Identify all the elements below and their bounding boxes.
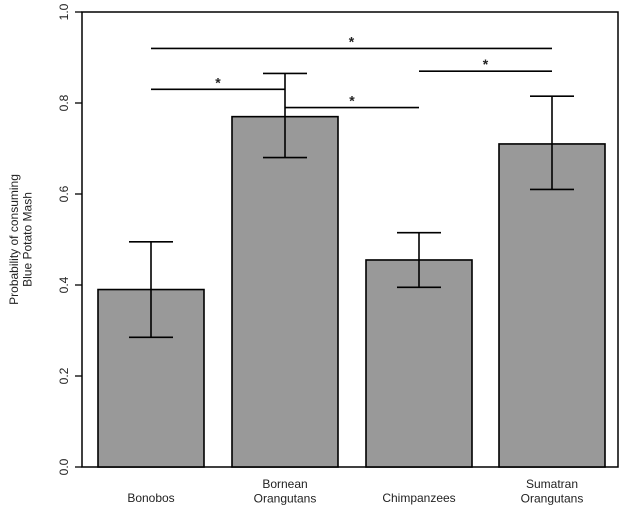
plot-frame [81, 11, 619, 468]
y-axis-title-line: Probability of consuming [7, 174, 21, 305]
significance-brackets: * * * * [151, 33, 552, 109]
y-tick-label: 0.4 [57, 276, 71, 293]
bar [365, 259, 473, 468]
x-tick-label-line: Orangutans [254, 491, 317, 505]
y-tick-label: 0.2 [57, 367, 71, 384]
bars [97, 115, 606, 468]
significance-marker: * [215, 74, 221, 90]
x-tick-label-line: Orangutans [521, 491, 584, 505]
bar [231, 115, 339, 468]
y-tick-label: 0.8 [57, 94, 71, 111]
y-tick-label: 1.0 [57, 3, 71, 20]
significance-marker: * [349, 33, 355, 49]
significance-marker: * [349, 93, 355, 109]
y-axis-title: Probability of consumingBlue Potato Mash [7, 174, 35, 305]
y-axis: 0.0 0.2 0.4 0.6 0.8 1.0 [57, 3, 82, 475]
x-tick-label: Bornean Orangutans [254, 477, 317, 505]
y-axis-title-line: Blue Potato Mash [21, 192, 35, 287]
significance-marker: * [483, 56, 489, 72]
x-tick-label: Chimpanzees [382, 491, 455, 505]
y-tick-label: 0.0 [57, 458, 71, 475]
error-bars [129, 72, 574, 339]
x-tick-label-line: Sumatran [526, 477, 578, 491]
y-axis-label: Probability of consumingBlue Potato Mash [7, 174, 35, 305]
x-tick-label-line: Bornean [262, 477, 307, 491]
bar [498, 143, 606, 468]
x-tick-label-line: Chimpanzees [382, 491, 455, 505]
y-tick-label: 0.6 [57, 185, 71, 202]
x-tick-label: Bonobos [127, 491, 174, 505]
x-tick-label: Sumatran Orangutans [521, 477, 584, 505]
x-tick-label-line: Bonobos [127, 491, 174, 505]
